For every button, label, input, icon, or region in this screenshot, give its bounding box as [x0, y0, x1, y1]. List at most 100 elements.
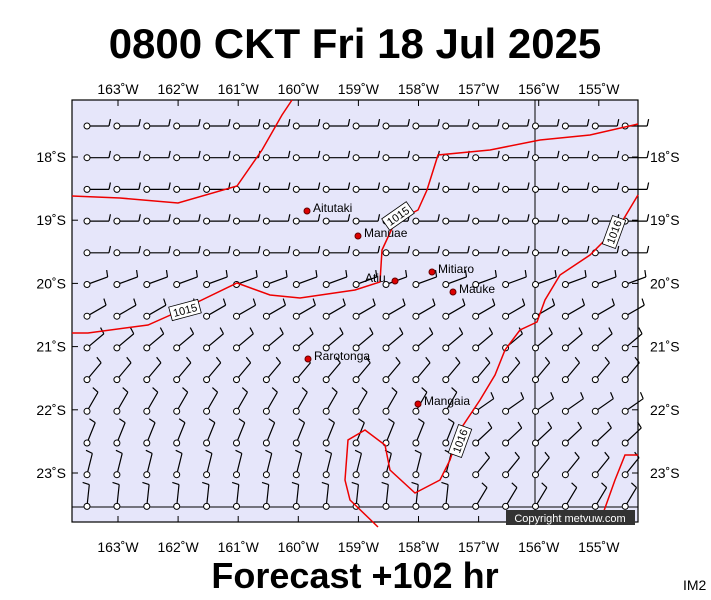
- barb-flag: [407, 119, 411, 127]
- barb: [352, 119, 381, 130]
- station: [113, 154, 121, 162]
- station: [561, 312, 569, 320]
- barb: [113, 150, 141, 162]
- barb: [442, 214, 470, 225]
- barb: [143, 387, 159, 415]
- barb: [502, 392, 525, 415]
- barb-shaft: [475, 276, 497, 286]
- island: [428, 268, 436, 276]
- barb: [352, 327, 374, 352]
- station: [113, 471, 121, 479]
- barb: [143, 245, 171, 257]
- barb: [233, 449, 243, 479]
- station: [532, 154, 539, 162]
- barb-shaft: [505, 398, 524, 412]
- barb-flag: [377, 245, 381, 253]
- barb-flag: [317, 119, 321, 127]
- barb-flag: [556, 182, 560, 190]
- barb-shaft: [116, 453, 123, 475]
- barb: [561, 245, 590, 257]
- station: [532, 439, 539, 447]
- station: [83, 502, 91, 510]
- barb-flag: [287, 182, 291, 190]
- barb: [113, 356, 132, 384]
- barb-flag: [556, 119, 560, 127]
- barb-flag: [295, 449, 302, 454]
- station: [621, 439, 629, 447]
- station: [591, 281, 599, 288]
- barb-shaft: [116, 391, 129, 412]
- station: [472, 185, 480, 193]
- barb-shaft: [146, 304, 167, 317]
- barb: [621, 356, 640, 384]
- barb: [83, 150, 112, 162]
- barb-flag: [554, 269, 557, 278]
- barb-flag: [342, 298, 346, 306]
- station: [322, 344, 330, 352]
- barb-flag: [521, 298, 526, 306]
- barb-flag: [402, 298, 406, 306]
- barb-shaft: [236, 362, 252, 380]
- barb-flag: [571, 482, 578, 488]
- barb: [532, 327, 553, 352]
- station: [322, 217, 330, 225]
- barb-shaft: [415, 276, 437, 286]
- station: [262, 407, 270, 415]
- barb-flag: [646, 150, 650, 158]
- barb-flag: [556, 150, 560, 158]
- copyright: Copyright metvuw.com: [514, 513, 625, 525]
- station: [113, 249, 121, 257]
- barb-flag: [634, 356, 640, 364]
- station: [352, 376, 360, 384]
- station: [203, 281, 211, 288]
- station: [412, 439, 420, 447]
- barb: [412, 449, 422, 479]
- station: [442, 439, 450, 447]
- lat-label: 23˚S: [36, 465, 66, 481]
- barb: [621, 482, 638, 510]
- station: [113, 376, 121, 384]
- barb: [112, 481, 121, 510]
- barb-shaft: [146, 422, 156, 444]
- barb: [502, 214, 530, 225]
- barb: [621, 327, 643, 352]
- island: [414, 400, 422, 408]
- barb-flag: [351, 481, 359, 486]
- barb: [472, 245, 500, 257]
- barb: [532, 150, 560, 162]
- barb-flag: [291, 481, 299, 486]
- station: [322, 439, 330, 447]
- station: [412, 502, 420, 510]
- station: [113, 344, 121, 352]
- barb: [472, 269, 497, 288]
- barb: [203, 214, 231, 225]
- lon-label: 158˚W: [398, 81, 440, 97]
- barb-shaft: [265, 422, 276, 444]
- barb: [561, 482, 578, 510]
- station: [561, 407, 569, 415]
- station: [591, 439, 599, 447]
- station: [143, 217, 151, 225]
- barb: [262, 150, 291, 162]
- station: [113, 122, 121, 130]
- barb: [591, 482, 608, 510]
- lon-label: 155˚W: [578, 539, 620, 555]
- barb-flag: [186, 356, 192, 364]
- station: [591, 217, 599, 225]
- barb: [113, 119, 141, 130]
- barb-flag: [152, 387, 159, 393]
- barb-flag: [135, 269, 139, 278]
- station: [472, 376, 480, 384]
- barb-shaft: [235, 453, 243, 475]
- station: [203, 217, 211, 225]
- barb-flag: [347, 150, 351, 158]
- barb-flag: [616, 182, 620, 190]
- barb-flag: [455, 356, 461, 364]
- barb: [621, 392, 644, 415]
- barb-flag: [361, 387, 368, 393]
- barb-flag: [524, 269, 527, 278]
- station: [532, 281, 539, 288]
- station: [591, 502, 599, 510]
- barb: [173, 245, 201, 257]
- station: [262, 122, 270, 130]
